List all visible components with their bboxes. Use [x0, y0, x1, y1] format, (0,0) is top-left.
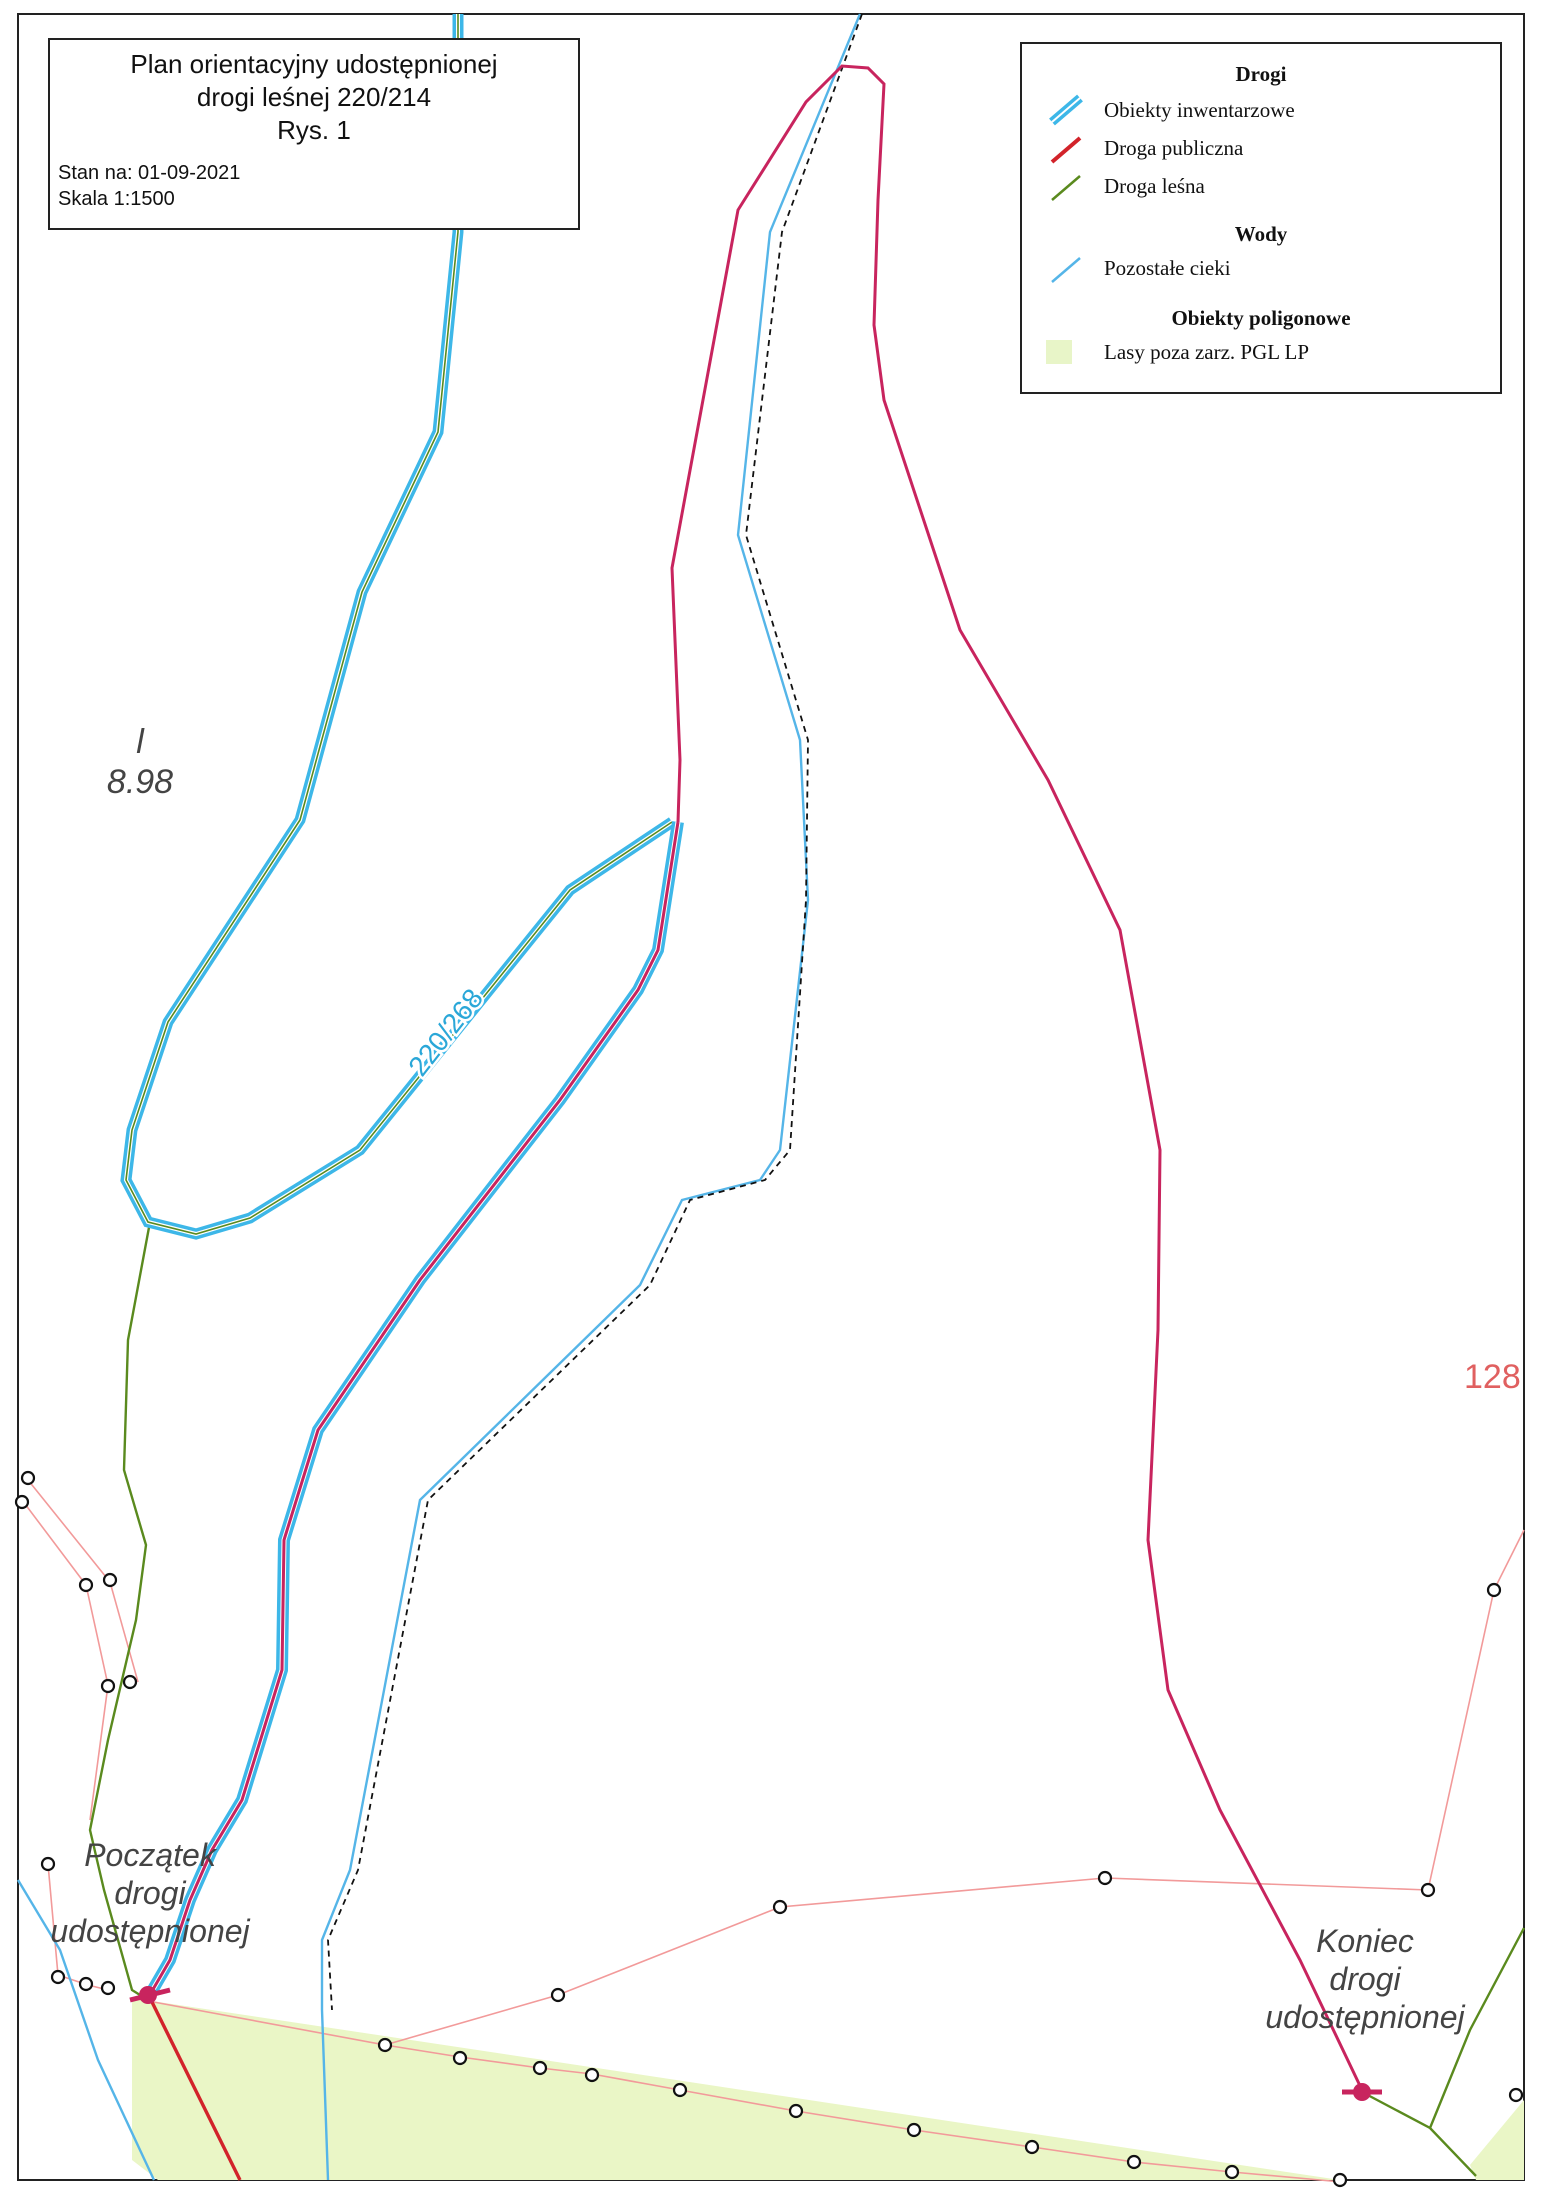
legend-item-forest-road: Droga leśna — [1104, 174, 1205, 198]
title-line-3: Rys. 1 — [277, 115, 351, 145]
start-label-line-3: udostępnionej — [50, 1913, 250, 1949]
end-label-line-2: drogi — [1329, 1961, 1401, 1997]
legend-item-streams: Pozostałe cieki — [1104, 256, 1231, 280]
start-label: Początek drogi udostępnionej — [50, 1836, 250, 1950]
forest-area-polygon — [132, 1998, 1340, 2180]
area-code-top: l — [136, 723, 144, 761]
road-number-label: 220/268 — [402, 983, 489, 1082]
legend-item-public-road: Droga publiczna — [1104, 136, 1244, 160]
map-title-box: Plan orientacyjny udostępnionej drogi le… — [48, 38, 580, 230]
public-road — [146, 64, 1364, 2091]
end-label: Koniec drogi udostępnionej — [1240, 1922, 1490, 2036]
forest-boundary-dashed — [327, 13, 863, 2011]
forest-road-line-icon — [1051, 175, 1081, 201]
stream-line-icon — [1051, 257, 1081, 283]
parcel-boundary-points — [14, 1470, 1524, 2188]
public-road-red — [148, 1997, 242, 2181]
legend-heading-waters: Wody — [1234, 222, 1288, 246]
map-meta: Stan na: 01-09-2021 Skala 1:1500 — [58, 160, 240, 212]
start-label-line-1: Początek — [84, 1837, 216, 1873]
streams — [16, 13, 862, 2181]
end-label-line-1: Koniec — [1316, 1923, 1414, 1959]
legend-item-inventory: Obiekty inwentarzowe — [1104, 98, 1295, 122]
parcel-number-label: 128 — [1464, 1358, 1521, 1396]
status-date: Stan na: 01-09-2021 — [58, 162, 241, 184]
map-scale: Skala 1:1500 — [58, 188, 175, 210]
forest-area-polygon-right — [1470, 2100, 1524, 2180]
title-line-1: Plan orientacyjny udostępnionej — [130, 49, 498, 79]
inventory-road-220-268 — [120, 14, 676, 1240]
title-line-2: drogi leśnej 220/214 — [196, 82, 432, 112]
inventory-object-line-icon — [1049, 94, 1083, 126]
area-code-value: 8.98 — [106, 763, 174, 801]
map-legend: Drogi Obiekty inwentarzowe Droga publicz… — [1020, 42, 1502, 394]
forest-roads — [88, 1221, 1526, 2177]
legend-item-forest-area: Lasy poza zarz. PGL LP — [1104, 340, 1310, 364]
map-title: Plan orientacyjny udostępnionej drogi le… — [50, 48, 578, 147]
area-code-label: l 8.98 — [100, 722, 180, 802]
start-label-line-2: drogi — [114, 1875, 186, 1911]
legend-heading-roads: Drogi — [1235, 62, 1287, 86]
end-marker-icon — [1342, 2083, 1382, 2101]
start-marker-icon — [129, 1986, 171, 2004]
public-road-line-icon — [1050, 136, 1082, 164]
legend-heading-polygons: Obiekty poligonowe — [1171, 306, 1351, 330]
end-label-line-3: udostępnionej — [1265, 1999, 1465, 2035]
forest-area-swatch-icon — [1046, 340, 1072, 364]
